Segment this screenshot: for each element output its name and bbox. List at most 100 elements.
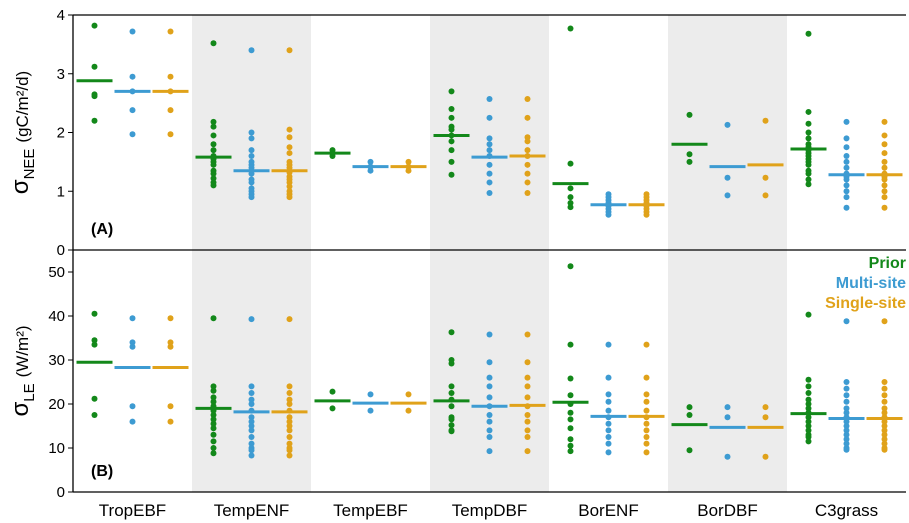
point-le-tempdbf-single-site [524,418,531,425]
point-le-tempenf-single-site [286,423,293,429]
y-tick-label: 3 [57,66,65,83]
point-nee-tempenf-prior [210,175,217,182]
point-le-tempenf-single-site [286,390,293,396]
point-nee-c3grass-single-site [881,182,888,189]
point-le-tempenf-prior [210,416,217,423]
point-le-c3grass-single-site [881,318,888,325]
point-nee-tempdbf-multi-site [486,190,493,197]
y-tick-label: 50 [48,264,65,281]
point-nee-tempenf-prior [210,182,217,189]
point-nee-c3grass-single-site [881,132,888,139]
y-tick-label: 20 [48,396,65,413]
point-nee-borenf-prior [567,185,574,192]
point-le-borenf-single-site [643,407,650,414]
point-nee-tempebf-single-site [405,167,412,174]
point-le-tempenf-multi-site [248,447,255,454]
point-le-tempenf-prior [210,387,217,394]
point-nee-tempenf-prior [210,123,217,130]
point-le-tempenf-multi-site [248,434,255,440]
point-le-bordbf-multi-site [724,414,731,421]
point-nee-c3grass-single-site [881,141,888,148]
point-le-tempdbf-single-site [524,394,531,401]
x-tick-label-tempebf: TempEBF [333,501,408,520]
point-le-tempenf-single-site [286,452,293,459]
point-le-borenf-prior [567,448,574,455]
point-nee-tempenf-multi-site [248,153,255,159]
point-le-borenf-multi-site [605,434,612,440]
point-le-tempenf-multi-site [248,414,255,421]
point-le-tropebf-prior [91,341,98,348]
point-le-borenf-prior [567,436,574,443]
point-nee-tempenf-multi-site [248,194,255,201]
point-nee-c3grass-multi-site [843,164,850,171]
point-le-tempdbf-multi-site [486,383,493,390]
point-nee-c3grass-single-site [881,188,888,195]
point-le-tempenf-prior [210,315,217,322]
point-le-tempdbf-multi-site [486,394,493,401]
point-le-borenf-prior [567,416,574,423]
point-le-tempenf-single-site [286,427,293,434]
y-tick-label: 0 [57,242,65,259]
point-nee-c3grass-multi-site [843,158,850,165]
point-le-bordbf-single-site [762,404,769,411]
point-nee-tropebf-multi-site [129,131,136,138]
point-le-bordbf-prior [686,412,693,418]
point-nee-bordbf-prior [686,111,693,118]
point-nee-tempdbf-multi-site [486,96,493,103]
point-le-borenf-multi-site [605,420,612,427]
point-nee-tempdbf-prior [448,158,455,165]
point-le-tempenf-multi-site [248,390,255,396]
point-nee-tempdbf-multi-site [486,161,493,168]
y-axis-label: σNEE(gC/m²/d) [7,71,38,194]
point-le-tempdbf-multi-site [486,359,493,366]
point-le-tempenf-prior [210,398,217,405]
point-nee-tropebf-multi-site [129,28,136,35]
point-nee-tempdbf-single-site [524,170,531,177]
point-le-borenf-prior [567,341,574,348]
point-nee-c3grass-multi-site [843,194,850,201]
point-le-c3grass-multi-site [843,436,850,443]
point-le-tropebf-single-site [167,339,174,346]
point-nee-c3grass-single-site [881,164,888,171]
panel-label: (B) [91,463,113,480]
point-le-c3grass-prior [805,418,812,425]
point-nee-tempebf-multi-site [367,167,374,174]
point-le-tempebf-prior [329,405,336,412]
point-nee-tempenf-prior [210,161,217,168]
point-nee-tempdbf-single-site [524,138,531,145]
point-le-tropebf-prior [91,337,98,344]
point-nee-tempdbf-single-site [524,179,531,186]
point-le-tempenf-multi-site [248,383,255,390]
point-le-borenf-multi-site [605,440,612,447]
point-le-c3grass-single-site [881,409,888,416]
point-nee-tempenf-prior [210,118,217,125]
point-le-borenf-prior [567,409,574,416]
point-le-borenf-single-site [643,449,650,456]
point-nee-c3grass-multi-site [843,144,850,151]
point-le-c3grass-prior [805,401,812,407]
point-le-borenf-multi-site [605,374,612,381]
point-le-tempebf-multi-site [367,407,374,414]
point-nee-c3grass-single-site [881,194,888,201]
x-tick-label-bordbf: BorDBF [697,501,757,520]
point-nee-c3grass-single-site [881,204,888,211]
point-le-tempenf-single-site [286,401,293,407]
point-le-c3grass-multi-site [843,418,850,425]
y-tick-label: 0 [57,484,65,501]
point-le-tropebf-multi-site [129,418,136,425]
point-nee-tempdbf-single-site [524,190,531,197]
point-le-tempdbf-prior [448,403,455,410]
point-nee-borenf-prior [567,194,574,201]
point-le-c3grass-single-site [881,418,888,425]
point-le-tempenf-prior [210,450,217,457]
point-nee-tempdbf-prior [448,106,455,112]
point-le-c3grass-prior [805,376,812,383]
point-le-tempdbf-single-site [524,383,531,390]
point-le-c3grass-prior [805,414,812,421]
point-nee-tempenf-multi-site [248,135,255,142]
point-le-tempebf-prior [329,388,336,395]
point-nee-tempdbf-single-site [524,96,531,103]
point-le-c3grass-prior [805,396,812,403]
point-nee-tempdbf-multi-site [486,114,493,121]
